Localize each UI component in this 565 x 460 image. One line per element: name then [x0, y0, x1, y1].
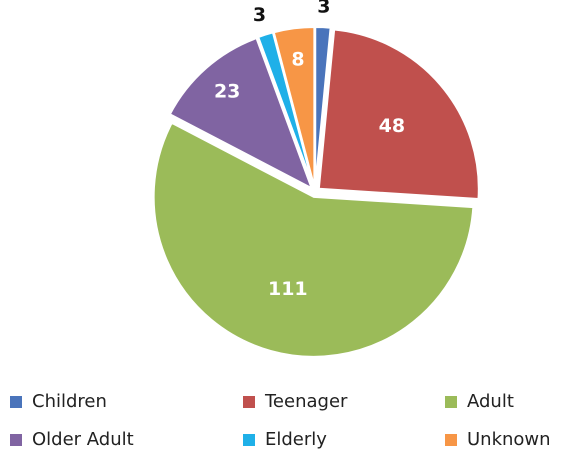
legend-swatch [243, 396, 255, 408]
legend-label: Children [32, 391, 107, 412]
pie-slice [168, 36, 314, 191]
data-label: 3 [253, 4, 266, 26]
legend-label: Adult [467, 391, 514, 412]
pie-slice [152, 121, 475, 358]
data-label: 8 [291, 49, 304, 71]
legend-swatch [10, 434, 22, 446]
legend-swatch [445, 434, 457, 446]
legend-swatch [243, 434, 255, 446]
data-label: 111 [268, 278, 308, 300]
data-label: 3 [317, 0, 330, 18]
legend-label: Older Adult [32, 429, 134, 450]
legend-label: Teenager [264, 391, 348, 412]
pie-slice [317, 28, 480, 201]
legend-swatch [10, 396, 22, 408]
data-label: 23 [214, 81, 240, 103]
legend-label: Unknown [467, 429, 551, 450]
legend-label: Elderly [265, 429, 327, 450]
data-label: 48 [379, 115, 405, 137]
pie-slice [272, 26, 316, 188]
legend-swatch [445, 396, 457, 408]
